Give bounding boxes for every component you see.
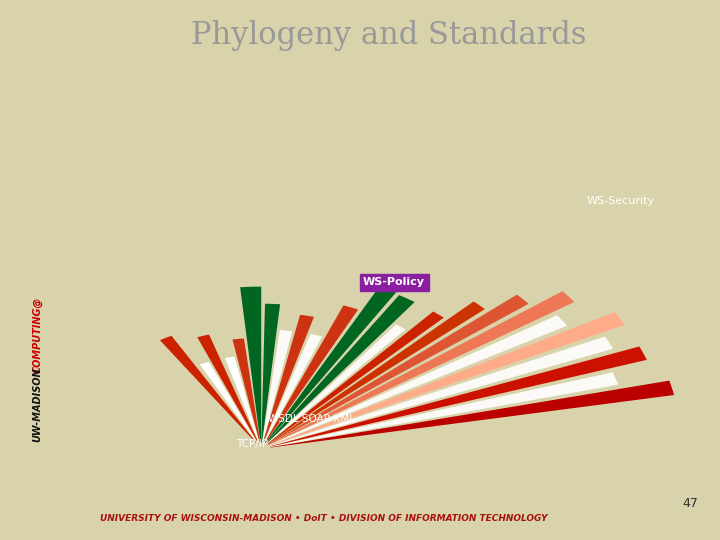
Text: WS-Security: WS-Security: [586, 197, 654, 206]
Text: 47: 47: [683, 497, 698, 510]
Polygon shape: [240, 287, 261, 442]
Text: WSDL SOAP XML: WSDL SOAP XML: [268, 414, 354, 424]
Polygon shape: [270, 372, 618, 447]
Polygon shape: [269, 312, 624, 446]
Polygon shape: [265, 305, 358, 443]
Polygon shape: [271, 381, 674, 448]
Polygon shape: [270, 336, 613, 446]
Polygon shape: [267, 312, 444, 444]
Text: Phylogeny and Standards: Phylogeny and Standards: [191, 20, 586, 51]
Polygon shape: [270, 347, 647, 447]
Text: COMPUTING@: COMPUTING@: [32, 296, 42, 373]
Polygon shape: [269, 315, 567, 445]
Polygon shape: [199, 362, 258, 443]
Polygon shape: [233, 339, 260, 442]
Polygon shape: [266, 280, 402, 443]
Text: TCP/IP: TCP/IP: [235, 440, 268, 449]
Polygon shape: [268, 301, 485, 444]
Polygon shape: [262, 330, 292, 442]
Polygon shape: [269, 291, 575, 445]
Polygon shape: [264, 334, 323, 443]
Polygon shape: [266, 295, 415, 443]
Polygon shape: [269, 295, 528, 445]
Text: UNIVERSITY OF WISCONSIN-MADISON • DoIT • DIVISION OF INFORMATION TECHNOLOGY: UNIVERSITY OF WISCONSIN-MADISON • DoIT •…: [100, 514, 548, 523]
Text: UW-MADISON: UW-MADISON: [32, 368, 42, 442]
Polygon shape: [261, 303, 280, 442]
Polygon shape: [225, 356, 259, 443]
Polygon shape: [263, 315, 314, 443]
Polygon shape: [267, 325, 405, 444]
Text: WS-Policy: WS-Policy: [363, 278, 426, 287]
Polygon shape: [160, 336, 257, 443]
Polygon shape: [197, 334, 258, 443]
